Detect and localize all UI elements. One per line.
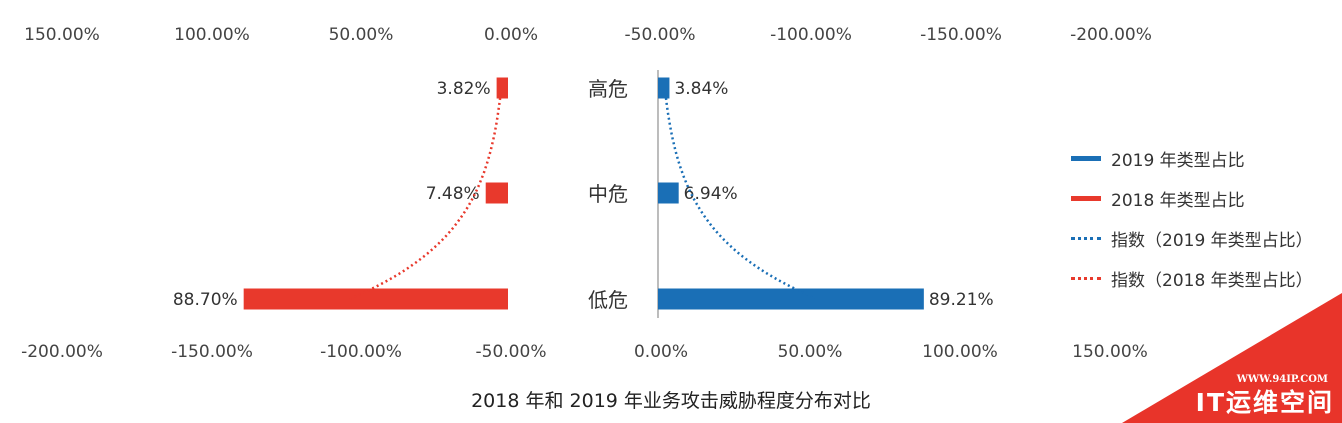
top-tick-label-right: -50.00% (625, 25, 696, 45)
bottom-tick-label-right: 0.00% (634, 342, 688, 362)
data-label-2019: 3.84% (674, 79, 728, 99)
data-label-2019: 89.21% (929, 290, 994, 310)
legend-label-2019: 2019 年类型占比 (1111, 150, 1245, 171)
bar-2018 (243, 288, 508, 310)
bottom-tick-label-left: -100.00% (320, 342, 402, 362)
category-label: 高危 (588, 77, 628, 101)
legend-swatch-trend-2019 (1071, 236, 1101, 240)
legend-item-trend-2018: 指数（2018 年类型占比） (1071, 258, 1313, 298)
data-label-2019: 6.94% (684, 184, 738, 204)
bottom-tick-label-left: -200.00% (21, 342, 103, 362)
trend-line-2018 (348, 87, 503, 301)
chart-title: 2018 年和 2019 年业务攻击威胁程度分布对比 (471, 390, 871, 412)
data-label-2018: 7.48% (426, 184, 480, 204)
bottom-tick-label-right: 100.00% (922, 342, 998, 362)
bottom-tick-label-right: 50.00% (778, 342, 843, 362)
legend-swatch-2019 (1071, 155, 1101, 161)
top-tick-label-left: 0.00% (484, 25, 538, 45)
top-tick-label-left: 150.00% (24, 25, 100, 45)
bottom-tick-label-left: -150.00% (171, 342, 253, 362)
top-tick-label-right: -200.00% (1070, 25, 1152, 45)
category-label: 低危 (588, 288, 628, 312)
bottom-tick-label-left: -50.00% (476, 342, 547, 362)
legend-item-trend-2019: 指数（2019 年类型占比） (1071, 218, 1313, 258)
trend-line-2019 (663, 87, 818, 301)
legend-label-trend-2018: 指数（2018 年类型占比） (1111, 270, 1313, 291)
watermark-url: WWW.94IP.COM (1236, 374, 1328, 385)
legend: 2019 年类型占比 2018 年类型占比 指数（2019 年类型占比） 指数（… (1071, 138, 1313, 298)
top-tick-label-right: -100.00% (770, 25, 852, 45)
data-label-2018: 88.70% (173, 290, 238, 310)
top-tick-label-left: 100.00% (174, 25, 250, 45)
legend-swatch-trend-2018 (1071, 276, 1101, 280)
legend-label-trend-2019: 指数（2019 年类型占比） (1111, 230, 1313, 251)
watermark-name: IT运维空间 (1195, 388, 1334, 417)
top-tick-label-right: -150.00% (920, 25, 1002, 45)
bar-2018 (496, 77, 508, 99)
legend-item-2019: 2019 年类型占比 (1071, 138, 1313, 178)
legend-label-2018: 2018 年类型占比 (1111, 190, 1245, 211)
bar-2018 (485, 182, 508, 204)
legend-item-2018: 2018 年类型占比 (1071, 178, 1313, 218)
bar-2019 (658, 77, 670, 99)
category-label: 中危 (588, 182, 628, 206)
legend-swatch-2018 (1071, 195, 1101, 201)
data-label-2018: 3.82% (437, 79, 491, 99)
bar-2019 (658, 288, 924, 310)
watermark-triangle (1122, 293, 1342, 423)
bar-2019 (658, 182, 679, 204)
watermark: WWW.94IP.COM IT运维空间 (1122, 293, 1342, 423)
top-tick-label-left: 50.00% (329, 25, 394, 45)
